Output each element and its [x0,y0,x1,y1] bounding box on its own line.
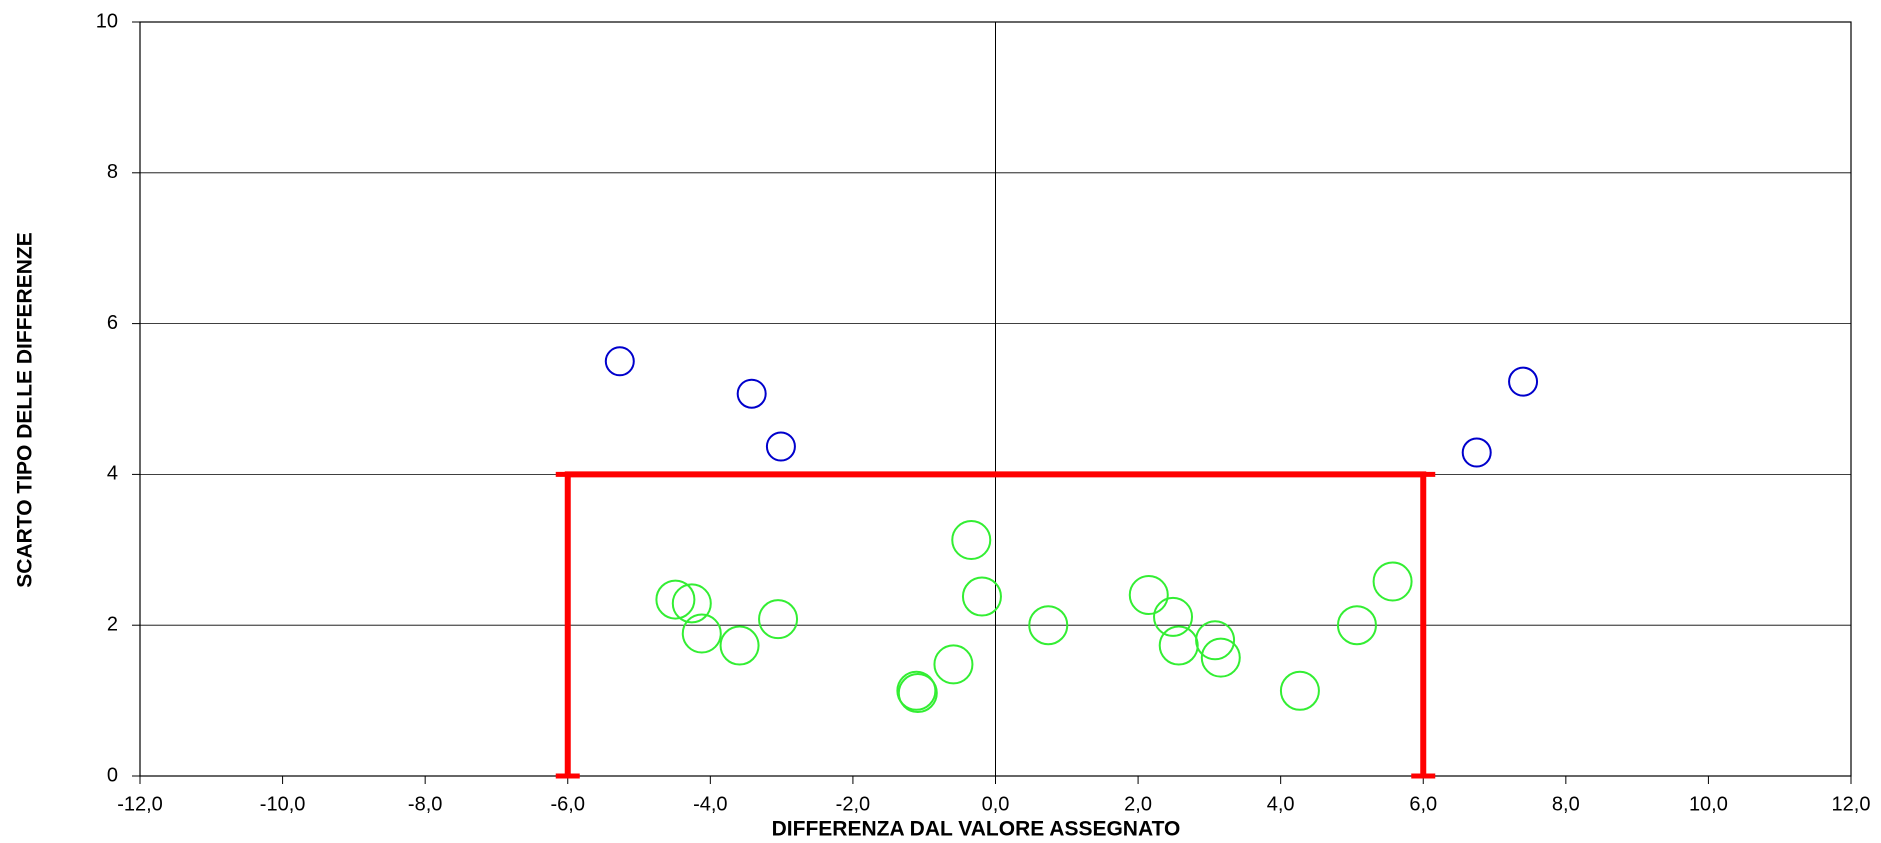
x-tick-label: 4,0 [1267,793,1295,815]
y-axis-title: SCARTO TIPO DELLE DIFFERENZE [14,232,37,587]
point [1279,670,1320,711]
point [604,346,635,377]
x-tick-label: -2,0 [836,793,870,815]
x-tick-label: 8,0 [1552,793,1580,815]
x-tick-label: 2,0 [1124,793,1152,815]
x-tick-label: -6,0 [551,793,585,815]
y-tick-label: 6 [107,312,118,334]
point [951,519,992,560]
limit-line [564,471,1427,776]
point [933,644,974,685]
y-tick-label: 10 [96,10,118,32]
point [897,673,938,714]
point [1028,605,1069,646]
point [1153,596,1194,637]
point [758,599,799,640]
point [671,583,712,624]
point [1200,637,1241,678]
point [736,378,767,409]
x-tick-label: 6,0 [1409,793,1437,815]
point [1508,366,1539,397]
y-tick-label: 8 [107,161,118,183]
x-axis-title: DIFFERENZA DAL VALORE ASSEGNATO [772,818,1181,841]
x-tick-label: -8,0 [408,793,442,815]
x-tick-label: -4,0 [693,793,727,815]
y-tick-label: 4 [107,463,118,485]
y-tick-label: 2 [107,613,118,635]
point [681,613,722,654]
x-tick-label: -12,0 [117,793,163,815]
point [896,670,937,711]
x-tick-label: 10,0 [1689,793,1728,815]
x-tick-label: -10,0 [260,793,306,815]
point [1461,437,1492,468]
point [655,579,696,620]
point [1336,605,1377,646]
point [1372,561,1413,602]
point [961,576,1002,617]
point [1128,575,1169,616]
x-tick-label: 0,0 [982,793,1010,815]
x-tick-label: 12,0 [1832,793,1871,815]
point [765,431,796,462]
point [1195,620,1236,661]
point [719,625,760,666]
y-tick-label: 0 [107,764,118,786]
